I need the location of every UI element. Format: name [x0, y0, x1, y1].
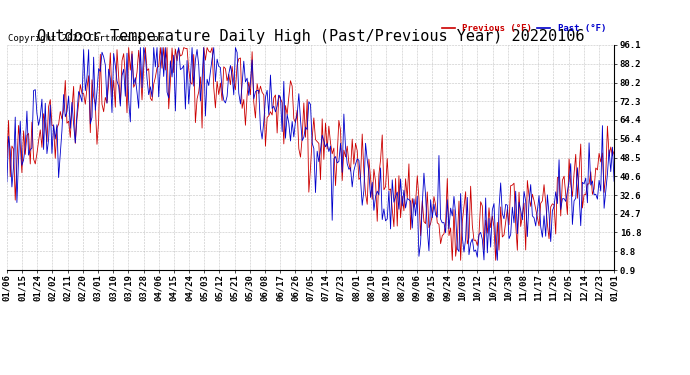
- Legend: Previous (°F), Past (°F): Previous (°F), Past (°F): [438, 20, 609, 36]
- Text: Copyright 2022 Cartronics.com: Copyright 2022 Cartronics.com: [8, 34, 164, 43]
- Title: Outdoor Temperature Daily High (Past/Previous Year) 20220106: Outdoor Temperature Daily High (Past/Pre…: [37, 29, 584, 44]
